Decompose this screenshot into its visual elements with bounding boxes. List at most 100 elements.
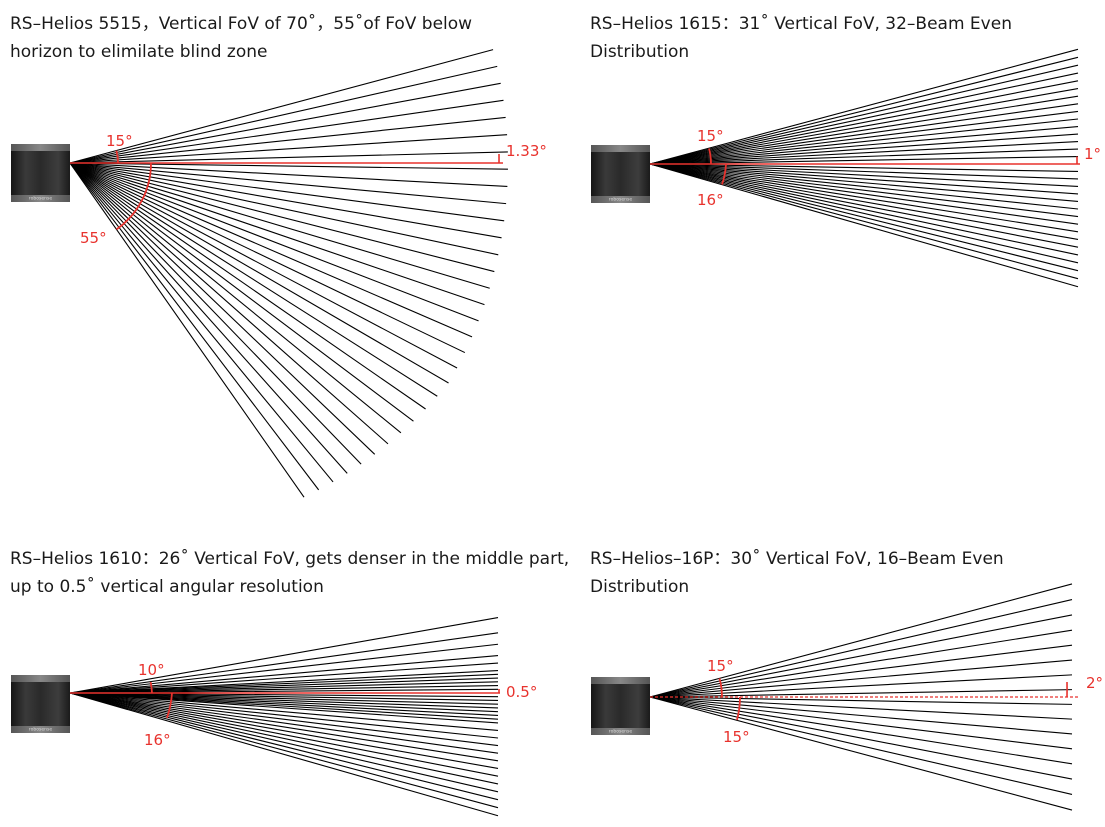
up-angle-label: 15° bbox=[106, 132, 133, 150]
laser-beam bbox=[649, 163, 1079, 180]
laser-beam bbox=[649, 141, 1079, 165]
laser-beam bbox=[69, 643, 499, 694]
laser-beam bbox=[649, 599, 1073, 698]
laser-beam bbox=[69, 692, 499, 747]
laser-beam bbox=[649, 614, 1073, 698]
laser-beam bbox=[649, 163, 1079, 280]
lidar-sensor-icon: robosense bbox=[11, 144, 70, 202]
panel-title: RS–Helios 1615：31˚ Vertical FoV, 32–Beam… bbox=[590, 14, 1012, 62]
laser-beam bbox=[649, 696, 1073, 811]
laser-beam bbox=[69, 162, 334, 483]
laser-beam bbox=[649, 659, 1073, 698]
laser-beam bbox=[69, 616, 499, 694]
lidar-sensor-icon: robosense bbox=[591, 677, 650, 735]
laser-beam bbox=[649, 163, 1079, 195]
laser-beam bbox=[649, 48, 1079, 165]
laser-beam bbox=[69, 692, 499, 817]
laser-beam bbox=[649, 163, 1079, 187]
resolution-label: 2° bbox=[1086, 674, 1103, 692]
laser-beam bbox=[69, 162, 426, 410]
up-angle-label: 10° bbox=[138, 661, 165, 679]
laser-beam bbox=[69, 162, 485, 306]
laser-beam bbox=[649, 696, 1073, 765]
up-angle-arc bbox=[149, 681, 153, 694]
sensor-brand-label: robosense bbox=[609, 197, 632, 203]
laser-beam bbox=[69, 162, 320, 491]
laser-beam bbox=[649, 163, 1079, 202]
down-angle-arc bbox=[721, 163, 727, 185]
laser-beam bbox=[69, 162, 402, 434]
laser-beam bbox=[649, 163, 1079, 241]
resolution-label: 1.33° bbox=[506, 142, 547, 160]
laser-beam bbox=[69, 673, 499, 694]
panel-title: RS–Helios 1610：26˚ Vertical FoV, gets de… bbox=[10, 549, 570, 597]
resolution-label: 1° bbox=[1084, 145, 1101, 163]
laser-beam bbox=[69, 82, 501, 164]
laser-beam bbox=[649, 163, 1079, 272]
laser-beam bbox=[649, 689, 1073, 698]
laser-beam bbox=[69, 162, 305, 498]
up-angle-label: 15° bbox=[707, 657, 734, 675]
up-angle-arc bbox=[115, 150, 119, 164]
laser-beam bbox=[649, 103, 1079, 165]
laser-beam bbox=[649, 56, 1079, 165]
laser-beam bbox=[69, 162, 495, 273]
panel-title: RS–Helios–16P：30˚ Vertical FoV, 16–Beam … bbox=[590, 549, 1004, 597]
laser-beam bbox=[649, 696, 1073, 705]
laser-beam bbox=[649, 72, 1079, 165]
diagram-helios-16p: robosense 15° 15° 2° bbox=[591, 583, 1103, 811]
diagram-helios-1610: robosense 10° 16° 0.5° bbox=[11, 616, 537, 817]
laser-beam bbox=[69, 692, 499, 762]
laser-beam bbox=[649, 696, 1073, 750]
laser-beam bbox=[69, 162, 466, 354]
laser-beam bbox=[69, 162, 449, 384]
laser-beam bbox=[69, 99, 504, 164]
laser-beam bbox=[69, 677, 499, 694]
laser-beam bbox=[649, 583, 1073, 698]
laser-beam bbox=[69, 692, 499, 709]
beam-fan bbox=[649, 48, 1079, 288]
laser-beam bbox=[69, 162, 502, 239]
laser-beam bbox=[649, 163, 1079, 173]
laser-beam bbox=[649, 64, 1079, 165]
sensor-brand-label: robosense bbox=[609, 729, 632, 735]
laser-beam bbox=[649, 163, 1079, 218]
beam-fan bbox=[69, 49, 508, 498]
laser-beam bbox=[649, 87, 1079, 165]
laser-beam bbox=[69, 162, 458, 369]
laser-beam bbox=[69, 162, 348, 474]
laser-beam bbox=[69, 162, 490, 289]
laser-beam bbox=[69, 162, 414, 422]
down-angle-label: 15° bbox=[723, 728, 750, 746]
laser-beam bbox=[69, 162, 505, 222]
laser-beam bbox=[649, 163, 1079, 288]
laser-beam bbox=[69, 692, 499, 785]
laser-beam bbox=[69, 670, 499, 694]
resolution-label: 0.5° bbox=[506, 683, 537, 701]
laser-beam bbox=[649, 163, 1079, 210]
laser-beam bbox=[69, 692, 499, 731]
laser-beam bbox=[69, 162, 507, 205]
laser-beam bbox=[69, 692, 499, 777]
laser-beam bbox=[649, 696, 1073, 735]
laser-beam bbox=[69, 632, 499, 694]
laser-beam bbox=[69, 681, 499, 694]
panel-title: RS–Helios 5515，Vertical FoV of 70˚，55˚of… bbox=[10, 14, 473, 62]
sensor-brand-label: robosense bbox=[29, 196, 52, 202]
laser-beam bbox=[69, 162, 438, 397]
laser-beam bbox=[69, 162, 508, 187]
laser-beam bbox=[649, 644, 1073, 698]
laser-beam bbox=[69, 134, 508, 164]
down-angle-arc bbox=[115, 162, 152, 231]
down-angle-arc bbox=[166, 692, 173, 719]
laser-beam bbox=[69, 684, 499, 694]
diagram-helios-5515: robosense 15° 55° 1.33° bbox=[11, 49, 547, 498]
laser-beam bbox=[649, 110, 1079, 165]
diagram-helios-1615: robosense 15° 16° 1° bbox=[591, 48, 1101, 288]
down-angle-label: 16° bbox=[697, 191, 724, 209]
laser-beam bbox=[649, 163, 1079, 233]
laser-beam bbox=[649, 163, 1079, 225]
laser-beam bbox=[69, 692, 499, 702]
up-angle-arc bbox=[708, 148, 712, 165]
laser-beam bbox=[69, 151, 508, 164]
